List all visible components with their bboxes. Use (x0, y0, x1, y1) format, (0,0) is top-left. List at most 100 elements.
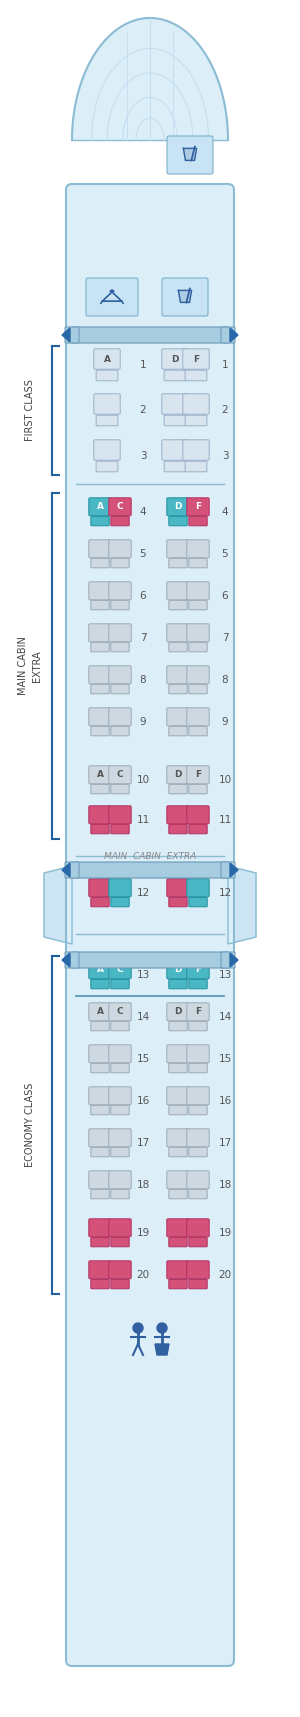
FancyBboxPatch shape (91, 685, 109, 694)
Text: A: A (103, 354, 110, 364)
FancyBboxPatch shape (109, 1219, 131, 1236)
FancyBboxPatch shape (111, 642, 129, 652)
FancyBboxPatch shape (169, 824, 187, 834)
Text: 9: 9 (140, 718, 146, 726)
Text: 16: 16 (136, 1095, 150, 1106)
Text: F: F (195, 965, 201, 974)
Text: 14: 14 (218, 1011, 232, 1022)
FancyBboxPatch shape (89, 1128, 111, 1147)
FancyBboxPatch shape (189, 785, 207, 793)
Text: F: F (195, 1008, 201, 1016)
FancyBboxPatch shape (189, 1063, 207, 1073)
Text: 5: 5 (140, 549, 146, 560)
FancyBboxPatch shape (162, 349, 188, 369)
FancyBboxPatch shape (189, 979, 207, 989)
Text: 5: 5 (222, 549, 228, 560)
FancyBboxPatch shape (167, 707, 189, 726)
FancyBboxPatch shape (187, 766, 209, 783)
Text: A: A (97, 1008, 104, 1016)
Polygon shape (155, 1344, 169, 1355)
FancyBboxPatch shape (96, 416, 118, 426)
Text: 15: 15 (218, 1054, 232, 1065)
FancyBboxPatch shape (189, 898, 207, 907)
Text: MAIN  CABIN  EXTRA: MAIN CABIN EXTRA (104, 852, 196, 860)
FancyBboxPatch shape (185, 416, 207, 426)
FancyBboxPatch shape (169, 558, 187, 568)
Text: 19: 19 (136, 1228, 150, 1238)
Text: 11: 11 (136, 816, 150, 824)
FancyBboxPatch shape (189, 558, 207, 568)
FancyBboxPatch shape (94, 440, 120, 460)
FancyBboxPatch shape (89, 766, 111, 783)
FancyBboxPatch shape (189, 1022, 207, 1030)
Text: A: A (97, 771, 104, 780)
FancyBboxPatch shape (109, 539, 131, 558)
FancyBboxPatch shape (164, 371, 186, 381)
Text: 20: 20 (218, 1271, 232, 1279)
Polygon shape (44, 865, 72, 944)
FancyBboxPatch shape (167, 539, 189, 558)
FancyBboxPatch shape (91, 1063, 109, 1073)
FancyBboxPatch shape (109, 766, 131, 783)
FancyBboxPatch shape (89, 707, 111, 726)
FancyBboxPatch shape (221, 951, 235, 968)
Polygon shape (230, 953, 238, 967)
FancyBboxPatch shape (167, 805, 189, 824)
FancyBboxPatch shape (183, 349, 209, 369)
FancyBboxPatch shape (187, 1219, 209, 1236)
FancyBboxPatch shape (111, 979, 129, 989)
FancyBboxPatch shape (183, 440, 209, 460)
FancyBboxPatch shape (109, 666, 131, 683)
FancyBboxPatch shape (111, 1063, 129, 1073)
FancyBboxPatch shape (89, 1171, 111, 1188)
Text: F: F (195, 503, 201, 512)
FancyBboxPatch shape (109, 1087, 131, 1104)
Text: 1: 1 (140, 361, 146, 369)
Text: D: D (171, 354, 179, 364)
FancyBboxPatch shape (109, 707, 131, 726)
FancyBboxPatch shape (111, 1279, 129, 1289)
FancyBboxPatch shape (187, 962, 209, 979)
FancyBboxPatch shape (91, 1279, 109, 1289)
Text: 7: 7 (222, 634, 228, 642)
Text: D: D (174, 1008, 182, 1016)
FancyBboxPatch shape (111, 517, 129, 525)
Text: 10: 10 (136, 774, 150, 785)
FancyBboxPatch shape (162, 440, 188, 460)
FancyBboxPatch shape (167, 1128, 189, 1147)
FancyBboxPatch shape (89, 1087, 111, 1104)
FancyBboxPatch shape (167, 582, 189, 599)
FancyBboxPatch shape (89, 582, 111, 599)
FancyBboxPatch shape (169, 685, 187, 694)
FancyBboxPatch shape (167, 1046, 189, 1063)
FancyBboxPatch shape (187, 879, 209, 896)
FancyBboxPatch shape (189, 1190, 207, 1198)
FancyBboxPatch shape (111, 824, 129, 834)
FancyBboxPatch shape (189, 601, 207, 610)
FancyBboxPatch shape (187, 666, 209, 683)
FancyBboxPatch shape (169, 726, 187, 737)
FancyBboxPatch shape (169, 898, 187, 907)
FancyBboxPatch shape (89, 805, 111, 824)
FancyBboxPatch shape (185, 462, 207, 472)
FancyBboxPatch shape (111, 685, 129, 694)
FancyBboxPatch shape (187, 707, 209, 726)
Text: D: D (174, 503, 182, 512)
FancyBboxPatch shape (89, 1046, 111, 1063)
Text: 9: 9 (222, 718, 228, 726)
Polygon shape (62, 953, 70, 967)
Text: 19: 19 (218, 1228, 232, 1238)
FancyBboxPatch shape (169, 785, 187, 793)
FancyBboxPatch shape (189, 1279, 207, 1289)
FancyBboxPatch shape (111, 785, 129, 793)
FancyBboxPatch shape (91, 785, 109, 793)
FancyBboxPatch shape (221, 326, 235, 343)
Text: C: C (117, 503, 123, 512)
Text: ECONOMY CLASS: ECONOMY CLASS (25, 1083, 35, 1168)
FancyBboxPatch shape (109, 1171, 131, 1188)
FancyBboxPatch shape (65, 862, 79, 877)
Text: 13: 13 (218, 970, 232, 980)
FancyBboxPatch shape (111, 558, 129, 568)
FancyBboxPatch shape (91, 824, 109, 834)
FancyBboxPatch shape (91, 601, 109, 610)
